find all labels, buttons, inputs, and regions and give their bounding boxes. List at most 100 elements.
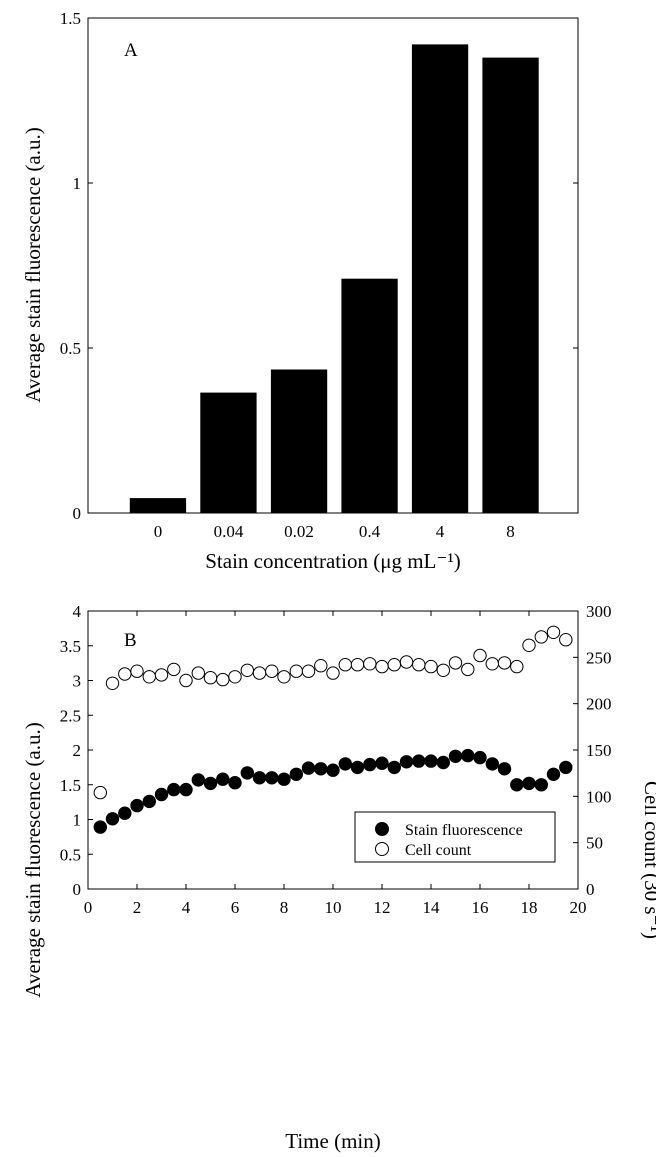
panel-b-x-tick-label: 10 <box>325 898 342 917</box>
panel-b-right-y-tick-label: 150 <box>586 741 612 760</box>
bar-0 <box>129 498 187 513</box>
panel-b-plot-frame <box>87 610 579 890</box>
stain-fluorescence-point <box>436 755 450 770</box>
panel-b-right-y-tick-label: 0 <box>586 880 595 899</box>
panel-a-x-tick-label: 4 <box>436 522 445 541</box>
stain-fluorescence-point <box>497 762 512 776</box>
panel-b-x-tick-label: 6 <box>231 898 240 917</box>
panel-b-left-y-tick-label: 0.5 <box>60 845 81 864</box>
panel-b-left-y-tick-label: 0 <box>73 880 82 899</box>
stain-fluorescence-point <box>203 776 218 791</box>
stain-fluorescence-point <box>326 763 340 777</box>
legend-filled-marker <box>375 822 389 836</box>
panel-a-label: A <box>124 40 138 61</box>
cell-count-point <box>534 630 548 644</box>
panel-b-x-tick-label: 0 <box>84 898 93 917</box>
panel-b-axes: 0 2 4 6 8 10 12 14 16 18 2000.511.522.533.54050100… <box>60 602 612 917</box>
panel-a-axes: 0 0.04 0.02 0.4 4 8 0 0.5 1 1.5 <box>60 9 578 541</box>
legend-open-marker <box>375 842 389 856</box>
legend-label-stain-fluorescence: Stain fluorescence <box>405 822 523 839</box>
panel-b-x-tick-label: 12 <box>374 898 391 917</box>
cell-count-point <box>485 657 499 671</box>
legend-label-cell-count: Cell count <box>405 842 472 859</box>
cell-count-point <box>301 664 316 678</box>
panel-a-bar-chart: A 0 0.04 0.02 0.4 4 8 0 0.5 1 1.5 Stain concentra… <box>21 9 579 573</box>
cell-count-point <box>289 664 303 678</box>
stain-fluorescence-point <box>167 782 181 797</box>
stain-fluorescence-point <box>559 760 573 775</box>
cell-count-point <box>118 667 132 681</box>
stain-fluorescence-point <box>265 771 279 785</box>
stain-fluorescence-point <box>534 778 548 792</box>
panel-b-right-y-tick-label: 300 <box>586 602 612 621</box>
stain-fluorescence-point <box>216 772 230 786</box>
cell-count-point <box>448 656 463 670</box>
cell-count-point <box>228 670 242 684</box>
stain-fluorescence-point <box>375 756 389 770</box>
stain-fluorescence-point <box>130 798 144 813</box>
cell-count-point <box>179 673 193 688</box>
panel-b-left-y-tick-label: 3.5 <box>60 637 81 656</box>
stain-fluorescence-point <box>387 760 401 775</box>
panel-b-points <box>93 625 573 834</box>
stain-fluorescence-point <box>154 787 169 802</box>
bar-0.02 <box>270 369 328 513</box>
panel-a-y-tick-label: 1 <box>73 174 82 193</box>
stain-fluorescence-point <box>448 749 463 763</box>
cell-count-point <box>154 668 169 682</box>
bar-0.4 <box>341 278 398 513</box>
stain-fluorescence-point <box>461 748 475 763</box>
panel-a-y-axis-label: Average stain fluorescence (a.u.) <box>21 127 45 402</box>
panel-b-right-y-axis-label: Cell count (30 s⁻¹) <box>640 781 656 939</box>
stain-fluorescence-point <box>412 754 426 768</box>
cell-count-point <box>436 663 450 677</box>
panel-b-x-tick-label: 20 <box>570 898 587 917</box>
stain-fluorescence-point <box>510 778 524 792</box>
stain-fluorescence-point <box>105 812 120 826</box>
cell-count-point <box>461 662 475 677</box>
cell-count-point <box>142 670 157 684</box>
panel-b-left-y-tick-label: 4 <box>73 602 82 621</box>
cell-count-point <box>522 638 536 652</box>
stain-fluorescence-point <box>228 776 242 790</box>
panel-b-x-tick-label: 4 <box>182 898 191 917</box>
stain-fluorescence-point <box>314 762 328 776</box>
stain-fluorescence-point <box>350 760 365 775</box>
cell-count-point <box>252 666 267 680</box>
stain-fluorescence-point <box>301 761 316 775</box>
cell-count-point <box>203 671 218 685</box>
stain-fluorescence-point <box>93 820 108 834</box>
panel-b-left-y-tick-label: 1.5 <box>60 776 81 795</box>
cell-count-point <box>326 666 340 680</box>
stain-fluorescence-point <box>142 794 157 809</box>
cell-count-point <box>363 657 377 671</box>
stain-fluorescence-point <box>179 782 193 797</box>
cell-count-point <box>559 633 573 647</box>
cell-count-point <box>338 658 352 672</box>
panel-b-right-y-tick-label: 100 <box>586 787 612 806</box>
panel-b-x-tick-label: 2 <box>133 898 142 917</box>
panel-a-bars <box>129 44 539 514</box>
cell-count-point <box>497 656 512 670</box>
panel-b-x-axis-label: Time (min) <box>285 1129 380 1153</box>
stain-fluorescence-point <box>289 767 303 781</box>
cell-count-point <box>473 648 487 663</box>
cell-count-point <box>387 658 401 672</box>
panel-b-label: B <box>124 630 137 651</box>
bar-4 <box>411 44 469 514</box>
panel-a-y-tick-label: 0 <box>73 504 82 523</box>
panel-b-x-tick-label: 14 <box>423 898 441 917</box>
panel-b-left-y-tick-label: 3 <box>73 672 82 691</box>
cell-count-point <box>216 672 230 687</box>
stain-fluorescence-point <box>252 771 267 785</box>
stain-fluorescence-point <box>118 806 132 820</box>
cell-count-point <box>240 663 255 677</box>
stain-fluorescence-point <box>546 767 561 781</box>
panel-b-left-y-tick-label: 2 <box>73 741 82 760</box>
stain-fluorescence-point <box>363 757 377 772</box>
panel-b-right-y-tick-label: 250 <box>586 648 612 667</box>
cell-count-point <box>314 659 328 673</box>
cell-count-point <box>412 658 426 672</box>
panel-b-left-y-tick-label: 1 <box>73 811 82 830</box>
